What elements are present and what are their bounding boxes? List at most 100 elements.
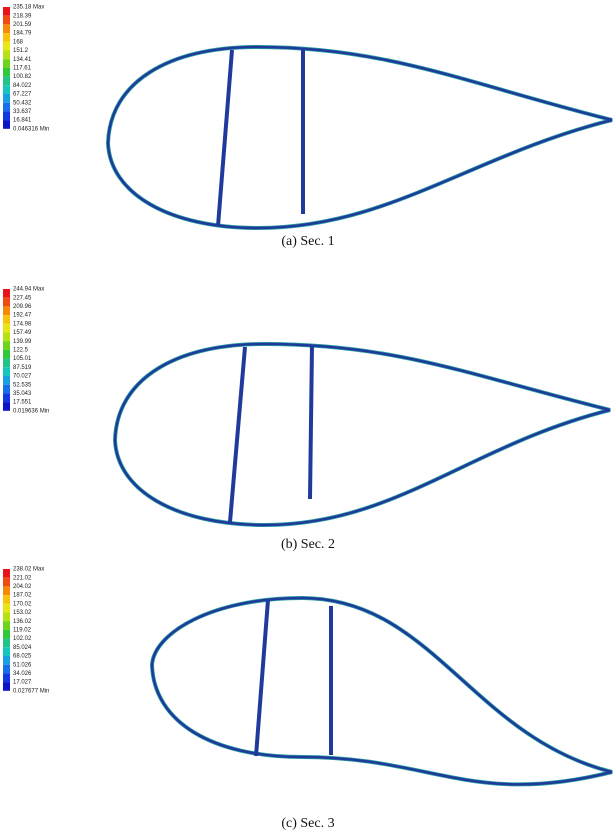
legend-color — [3, 630, 10, 639]
legend-label: 102.02 — [13, 636, 32, 642]
legend-color — [3, 341, 10, 350]
legend-color — [3, 647, 10, 656]
legend-color — [3, 367, 10, 376]
legend-label: 201.59 — [13, 22, 32, 28]
legend-label: 209.96 — [13, 304, 32, 310]
legend-label: 139.99 — [13, 339, 32, 345]
legend-color — [3, 85, 10, 94]
airfoil-shell — [152, 598, 612, 784]
legend-label: 170.02 — [13, 601, 32, 607]
legend-label: 87.519 — [13, 365, 32, 371]
legend-color — [3, 94, 10, 103]
legend-label: 67.227 — [13, 92, 32, 98]
legend-color — [3, 289, 10, 298]
legend-label: 134.41 — [13, 57, 32, 63]
legend-label: 238.02 Max — [13, 567, 44, 573]
legend-label: 100.82 — [13, 74, 32, 80]
legend-color — [3, 77, 10, 86]
legend-color — [3, 613, 10, 622]
figure: 235.18 Max 218.39 201.59 184.79 168 151.2 134.… — [0, 0, 615, 831]
legend-label: 52.535 — [13, 382, 32, 388]
legend-color — [3, 68, 10, 77]
caption: (b) Sec. 2 — [281, 537, 335, 552]
legend-color — [3, 673, 10, 682]
legend-label: 157.49 — [13, 330, 32, 336]
legend-color — [3, 569, 10, 578]
legend-label: 68.025 — [13, 654, 32, 660]
legend-label: 227.45 — [13, 295, 32, 301]
legend-color — [3, 16, 10, 25]
legend-color — [3, 656, 10, 665]
legend-color — [3, 111, 10, 120]
legend-color — [3, 51, 10, 60]
legend-label: 151.2 — [13, 48, 29, 54]
legend-color — [3, 103, 10, 112]
legend-label: 17.551 — [13, 400, 32, 406]
airfoil-shell — [152, 598, 612, 784]
legend-color — [3, 42, 10, 51]
legend-label: 16.841 — [13, 118, 32, 124]
legend-label: 187.02 — [13, 593, 32, 599]
airfoil-shell — [115, 344, 610, 525]
legend-color — [3, 682, 10, 691]
legend-label: 50.432 — [13, 100, 32, 106]
shear-web — [230, 347, 245, 522]
legend-color — [3, 298, 10, 307]
legend-color — [3, 385, 10, 394]
legend-color — [3, 350, 10, 359]
caption: (c) Sec. 3 — [281, 816, 334, 831]
caption: (a) Sec. 1 — [281, 234, 334, 249]
legend-label: 184.79 — [13, 31, 32, 37]
legend-label: 119.02 — [13, 627, 32, 633]
legend-label: 204.02 — [13, 584, 32, 590]
legend-color — [3, 665, 10, 674]
legend-color — [3, 359, 10, 368]
legend-color — [3, 33, 10, 42]
shear-web — [310, 345, 312, 499]
legend-color — [3, 24, 10, 33]
legend-color — [3, 315, 10, 324]
legend-color — [3, 333, 10, 342]
legend-label: 136.02 — [13, 619, 32, 625]
airfoil-shell — [108, 47, 612, 228]
legend-label: 153.02 — [13, 610, 32, 616]
legend-color — [3, 7, 10, 16]
legend-color — [3, 621, 10, 630]
legend-color — [3, 306, 10, 315]
legend-label: 84.022 — [13, 83, 32, 89]
legend-label: 235.18 Max — [13, 5, 44, 11]
legend-label: 105.01 — [13, 356, 32, 362]
legend-color — [3, 639, 10, 648]
legend-color — [3, 393, 10, 402]
legend-label: 122.5 — [13, 347, 29, 353]
legend-label: 192.47 — [13, 313, 32, 319]
airfoil-shell — [108, 47, 612, 228]
legend-color — [3, 376, 10, 385]
shear-web — [256, 600, 268, 756]
legend-color — [3, 604, 10, 613]
legend-label: 34.026 — [13, 671, 32, 677]
legend-label: 244.94 Max — [13, 287, 44, 293]
legend-label: 17.027 — [13, 680, 32, 686]
legend-label: 117.61 — [13, 65, 32, 71]
legend-label: 218.39 — [13, 13, 32, 19]
legend-label: 0.019636 Min — [13, 408, 49, 414]
legend-color — [3, 595, 10, 604]
legend-label: 0.027677 Min — [13, 688, 49, 694]
legend-label: 33.637 — [13, 109, 32, 115]
legend-label: 168 — [13, 39, 24, 45]
shear-web — [218, 50, 232, 226]
legend-label: 35.043 — [13, 391, 32, 397]
legend-label: 70.027 — [13, 374, 32, 380]
legend-color — [3, 578, 10, 587]
legend-color — [3, 120, 10, 129]
legend-label: 0.046316 Min — [13, 126, 49, 132]
legend-label: 221.02 — [13, 575, 32, 581]
legend-label: 85.024 — [13, 645, 32, 651]
legend-label: 174.98 — [13, 321, 32, 327]
legend-label: 51.026 — [13, 662, 32, 668]
legend-color — [3, 586, 10, 595]
legend-color — [3, 59, 10, 68]
legend-color — [3, 402, 10, 411]
legend-color — [3, 324, 10, 333]
